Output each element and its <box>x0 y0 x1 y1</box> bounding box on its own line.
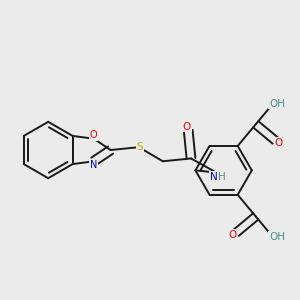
Text: N: N <box>90 160 98 170</box>
Text: N: N <box>210 172 218 182</box>
Text: OH: OH <box>269 99 285 109</box>
Text: OH: OH <box>269 232 285 242</box>
Text: S: S <box>136 142 143 152</box>
Text: O: O <box>182 122 191 131</box>
Text: H: H <box>218 172 226 182</box>
Text: O: O <box>275 137 283 148</box>
Text: O: O <box>90 130 98 140</box>
Text: O: O <box>229 230 237 240</box>
